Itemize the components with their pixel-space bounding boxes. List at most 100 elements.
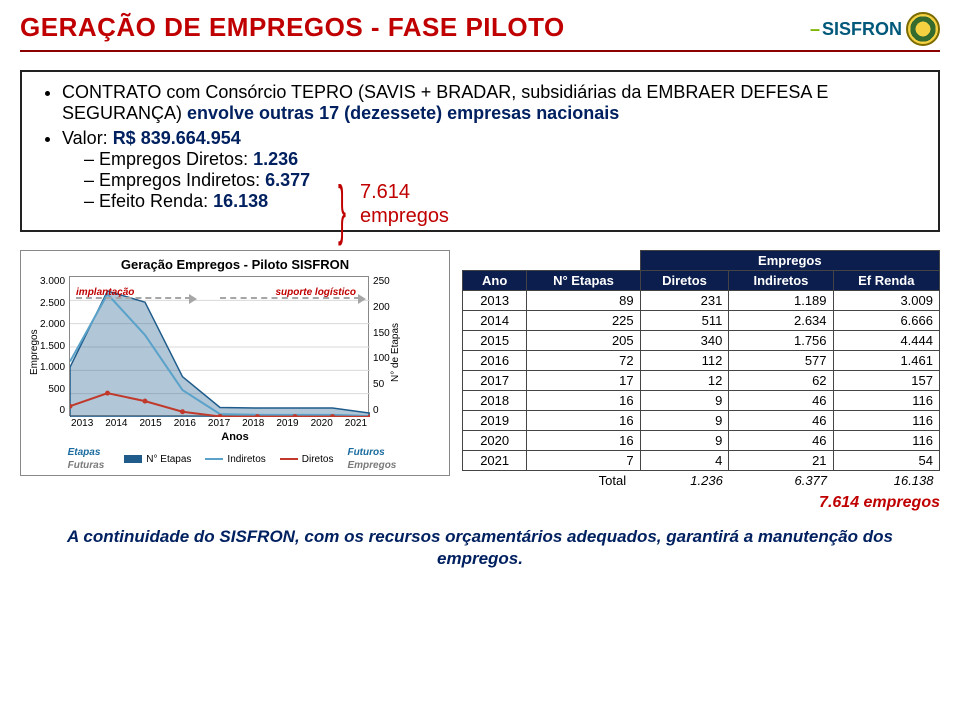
table-cell: 1.756 <box>729 331 833 351</box>
y-left-tick: 3.000 <box>40 276 65 287</box>
table-cell: 340 <box>640 331 729 351</box>
table-cell: 16 <box>527 411 640 431</box>
legend: Etapas Futuras N° Etapas Indiretos Diret… <box>27 447 443 471</box>
arrow-suporte: suporte logístico <box>220 297 360 299</box>
x-tick: 2013 <box>71 418 93 429</box>
bullet-1: CONTRATO com Consórcio TEPRO (SAVIS + BR… <box>62 82 920 124</box>
table-cell: 577 <box>729 351 833 371</box>
table-row: 2016721125771.461 <box>463 351 940 371</box>
logo-dash: – <box>810 19 820 40</box>
x-tick: 2018 <box>242 418 264 429</box>
table-cell: 116 <box>833 431 939 451</box>
x-tick: 2021 <box>345 418 367 429</box>
x-tick: 2020 <box>311 418 333 429</box>
table-cell: 1.461 <box>833 351 939 371</box>
sub-bullet-2: Empregos Indiretos: 6.377 <box>84 170 920 191</box>
table-col-header: Indiretos <box>729 271 833 291</box>
legend-indiretos: Indiretos <box>205 454 265 465</box>
y-left-tick: 1.500 <box>40 341 65 352</box>
legend-diretos: Diretos <box>280 454 334 465</box>
data-table: Empregos AnoN° EtapasDiretosIndiretosEf … <box>462 250 940 490</box>
x-label: Anos <box>27 431 443 443</box>
table-cell: 6.666 <box>833 311 939 331</box>
table-col-header: Diretos <box>640 271 729 291</box>
table-cell: 2019 <box>463 411 527 431</box>
table-cell: 112 <box>640 351 729 371</box>
annot-implantacao: implantação <box>76 287 134 298</box>
table-row: 201916946116 <box>463 411 940 431</box>
table-cell: 2.634 <box>729 311 833 331</box>
table-row: 201816946116 <box>463 391 940 411</box>
legend-right-annot: Futuros Empregos <box>347 447 396 471</box>
page-title: GERAÇÃO DE EMPREGOS - FASE PILOTO <box>20 12 565 43</box>
table-row: 20142255112.6346.666 <box>463 311 940 331</box>
x-tick: 2017 <box>208 418 230 429</box>
table-cell: 2013 <box>463 291 527 311</box>
table-block: Empregos AnoN° EtapasDiretosIndiretosEf … <box>462 250 940 512</box>
y-left-tick: 500 <box>40 384 65 395</box>
table-row: 202016946116 <box>463 431 940 451</box>
chart-block: Geração Empregos - Piloto SISFRON Empreg… <box>20 250 450 476</box>
x-tick: 2014 <box>105 418 127 429</box>
y-right-tick: 100 <box>373 353 390 364</box>
y-left-ticks: 3.0002.5002.0001.5001.0005000 <box>40 276 69 416</box>
table-row: 20152053401.7564.444 <box>463 331 940 351</box>
table-cell: 7 <box>527 451 640 471</box>
x-ticks: 201320142015201620172018201920202021 <box>69 418 369 429</box>
sub-bullet-1: Empregos Diretos: 1.236 <box>84 149 920 170</box>
table-cell: 4.444 <box>833 331 939 351</box>
table-col-header: Ef Renda <box>833 271 939 291</box>
table-cell: 2015 <box>463 331 527 351</box>
table-cell: 46 <box>729 411 833 431</box>
logo: – SISFRON <box>810 12 940 46</box>
table-cell: 72 <box>527 351 640 371</box>
y-right-tick: 150 <box>373 328 390 339</box>
table-col-header: Ano <box>463 271 527 291</box>
logo-emblem-icon <box>906 12 940 46</box>
footnote: A continuidade do SISFRON, com os recurs… <box>20 526 940 570</box>
arrow-implantacao: implantação <box>76 297 191 299</box>
table-cell: 46 <box>729 391 833 411</box>
table-cell: 116 <box>833 411 939 431</box>
table-group-header-row: Empregos <box>463 251 940 271</box>
table-cell: 9 <box>640 431 729 451</box>
table-cell: 12 <box>640 371 729 391</box>
annot-suporte: suporte logístico <box>275 287 356 298</box>
table-cell: 231 <box>640 291 729 311</box>
y-right-ticks: 250200150100500 <box>369 276 390 416</box>
bullet-2: Valor: R$ 839.664.954 Empregos Diretos: … <box>62 128 920 212</box>
plot-area: implantação suporte logístico <box>69 276 369 416</box>
chart-title: Geração Empregos - Piloto SISFRON <box>27 257 443 272</box>
y-left-tick: 1.000 <box>40 362 65 373</box>
x-tick: 2016 <box>174 418 196 429</box>
table-cell: 2021 <box>463 451 527 471</box>
table-cell: 16 <box>527 391 640 411</box>
logo-text: – SISFRON <box>810 19 902 40</box>
table-cell: 157 <box>833 371 939 391</box>
content-box: CONTRATO com Consórcio TEPRO (SAVIS + BR… <box>20 70 940 232</box>
legend-etapas: N° Etapas <box>124 454 191 465</box>
y-left-tick: 0 <box>40 405 65 416</box>
table-cell: 116 <box>833 391 939 411</box>
table-cell: 4 <box>640 451 729 471</box>
table-cell: 2016 <box>463 351 527 371</box>
table-cell: 54 <box>833 451 939 471</box>
y-right-tick: 50 <box>373 379 390 390</box>
table-cell: 46 <box>729 431 833 451</box>
table-cell: 17 <box>527 371 640 391</box>
grand-total: 7.614 empregos <box>462 494 940 512</box>
y-right-tick: 250 <box>373 276 390 287</box>
table-cell: 225 <box>527 311 640 331</box>
table-cell: 21 <box>729 451 833 471</box>
table-cell: 2018 <box>463 391 527 411</box>
y-left-label: Empregos <box>27 276 40 429</box>
x-tick: 2015 <box>139 418 161 429</box>
brace-label: 7.614 empregos <box>360 180 449 228</box>
table-cell: 16 <box>527 431 640 451</box>
table-cell: 89 <box>527 291 640 311</box>
table-cell: 2014 <box>463 311 527 331</box>
legend-left-annot: Etapas Futuras <box>68 447 105 471</box>
y-left-tick: 2.500 <box>40 298 65 309</box>
lower-section: Geração Empregos - Piloto SISFRON Empreg… <box>20 250 940 512</box>
header-bar: GERAÇÃO DE EMPREGOS - FASE PILOTO – SISF… <box>20 12 940 52</box>
